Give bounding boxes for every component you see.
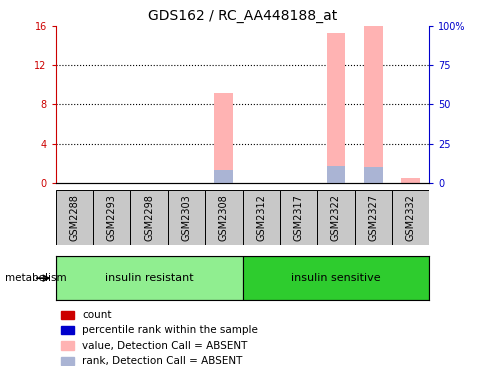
Bar — [326, 33, 345, 183]
Text: rank, Detection Call = ABSENT: rank, Detection Call = ABSENT — [82, 356, 242, 366]
FancyBboxPatch shape — [130, 190, 167, 245]
Text: value, Detection Call = ABSENT: value, Detection Call = ABSENT — [82, 340, 247, 351]
Bar — [363, 167, 382, 183]
FancyBboxPatch shape — [354, 190, 391, 245]
FancyBboxPatch shape — [391, 190, 428, 245]
Bar — [326, 166, 345, 183]
Text: GSM2303: GSM2303 — [181, 194, 191, 241]
FancyBboxPatch shape — [205, 190, 242, 245]
Text: metabolism: metabolism — [5, 273, 66, 283]
FancyBboxPatch shape — [242, 190, 279, 245]
Text: GSM2317: GSM2317 — [293, 194, 303, 241]
Text: GDS162 / RC_AA448188_at: GDS162 / RC_AA448188_at — [148, 9, 336, 23]
Bar — [56, 256, 242, 300]
Bar — [214, 93, 233, 183]
Text: insulin sensitive: insulin sensitive — [290, 273, 380, 283]
Bar — [363, 26, 382, 183]
Text: count: count — [82, 310, 112, 320]
Bar — [242, 256, 428, 300]
Text: GSM2298: GSM2298 — [144, 194, 154, 241]
Text: GSM2327: GSM2327 — [367, 194, 378, 241]
Text: GSM2308: GSM2308 — [218, 194, 228, 241]
FancyBboxPatch shape — [56, 190, 93, 245]
Text: GSM2288: GSM2288 — [69, 194, 79, 241]
Text: GSM2332: GSM2332 — [405, 194, 415, 241]
Text: GSM2322: GSM2322 — [330, 194, 340, 241]
FancyBboxPatch shape — [93, 190, 130, 245]
FancyBboxPatch shape — [317, 190, 354, 245]
Bar — [214, 170, 233, 183]
Text: percentile rank within the sample: percentile rank within the sample — [82, 325, 258, 335]
Bar — [400, 178, 419, 183]
Text: GSM2293: GSM2293 — [106, 194, 117, 241]
FancyBboxPatch shape — [279, 190, 317, 245]
Text: insulin resistant: insulin resistant — [105, 273, 193, 283]
Text: GSM2312: GSM2312 — [256, 194, 266, 241]
FancyBboxPatch shape — [167, 190, 205, 245]
